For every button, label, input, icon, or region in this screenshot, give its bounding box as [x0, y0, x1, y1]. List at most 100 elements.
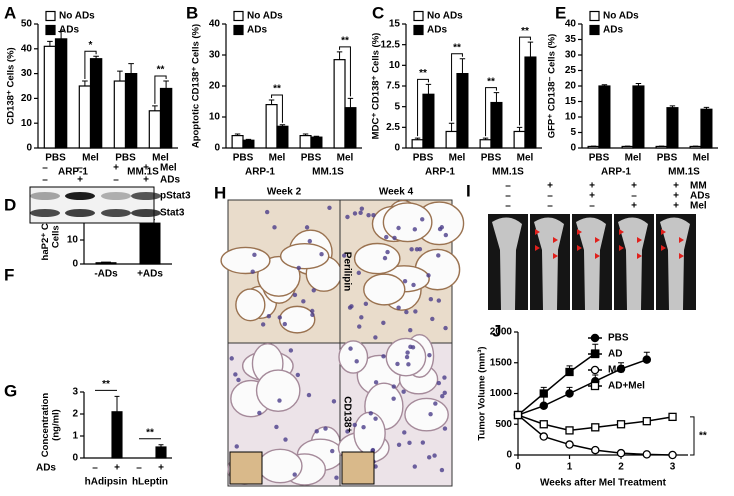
legend-label: No ADs — [59, 11, 95, 22]
lesion-arrow — [535, 229, 540, 235]
x-tick-label: 3 — [670, 462, 676, 473]
nucleus — [327, 205, 332, 210]
nucleus — [266, 313, 272, 319]
legend-swatch — [413, 10, 424, 22]
error-bar — [93, 55, 99, 59]
x-tick-label: Mel — [337, 153, 354, 164]
lane-mark: – — [42, 163, 48, 174]
lane-mark: + — [113, 163, 119, 174]
bar — [299, 135, 312, 149]
nucleus — [401, 389, 406, 394]
nucleus — [349, 304, 354, 309]
nucleus — [233, 372, 238, 377]
legend-label: PBS — [608, 333, 629, 344]
group-label: MM.1S — [127, 167, 159, 178]
marker — [565, 440, 574, 449]
nucleus — [359, 315, 364, 320]
x-tick-label: PBS — [45, 153, 66, 164]
y-tick-label: 20 — [209, 81, 221, 92]
bar — [490, 101, 503, 149]
nucleus — [301, 299, 306, 304]
nucleus — [272, 225, 277, 230]
nucleus — [348, 346, 353, 351]
marker — [642, 355, 652, 364]
error-bar — [635, 83, 642, 86]
lesion-arrow — [619, 229, 624, 235]
nucleus — [334, 475, 339, 480]
blot-band — [131, 192, 161, 200]
error-bar — [669, 105, 676, 108]
nucleus — [381, 320, 386, 326]
y-tick-label: 1000 — [490, 388, 513, 399]
marker — [591, 423, 600, 432]
nucleus — [402, 430, 407, 435]
histology-image — [339, 199, 465, 344]
error-bar — [101, 261, 111, 263]
error-bar — [152, 105, 158, 111]
lane-mark: – — [113, 175, 119, 186]
error-bar — [158, 444, 164, 447]
x-tick-label: PBS — [233, 153, 254, 164]
nucleus — [363, 301, 369, 307]
error-bar — [82, 80, 88, 86]
y-tick-label: 0 — [506, 450, 512, 461]
panel-label: C — [372, 3, 384, 22]
lesion-arrow — [679, 237, 684, 243]
nucleus — [442, 375, 447, 380]
x-tick-label: 2 — [618, 462, 624, 473]
group-label: MM.1S — [668, 167, 700, 178]
nucleus — [402, 278, 408, 284]
error-bar — [414, 137, 421, 140]
bar — [231, 135, 244, 149]
adipocyte — [255, 369, 301, 413]
x-tick-label: Mel — [517, 153, 534, 164]
y-tick-label: 0 — [26, 143, 32, 154]
nucleus — [310, 308, 315, 314]
y-tick-label: 3 — [72, 387, 78, 398]
nucleus — [405, 350, 410, 355]
error-bar — [114, 395, 120, 412]
adipocyte — [353, 242, 401, 275]
significance: ** — [419, 68, 427, 79]
group-label: ARP-1 — [58, 167, 88, 178]
histology-image — [220, 199, 343, 344]
nucleus — [443, 325, 448, 331]
marker — [642, 417, 651, 426]
bar — [111, 411, 123, 459]
nucleus — [361, 424, 366, 430]
y-tick-label: 0 — [394, 143, 400, 154]
nucleus — [250, 269, 255, 274]
legend-marker — [590, 365, 600, 375]
nucleus — [396, 442, 402, 447]
nucleus — [395, 361, 400, 367]
adipocyte — [278, 305, 316, 334]
lesion-arrow — [535, 245, 540, 251]
legend-label: No ADs — [247, 11, 283, 22]
error-bar — [58, 30, 64, 39]
marker — [616, 364, 626, 374]
marker — [539, 389, 548, 398]
x-tick-label: 1 — [567, 462, 573, 473]
row-label: ADs — [36, 463, 56, 474]
x-tick-label: Mel — [152, 153, 169, 164]
nucleus — [366, 212, 371, 218]
x-tick-label: + — [158, 463, 164, 474]
marker — [616, 420, 626, 429]
nucleus — [319, 251, 324, 257]
error-bar — [268, 99, 275, 105]
condition-mark: + — [673, 191, 679, 202]
nucleus — [373, 380, 379, 385]
y-axis-label: haP2⁺ CD138⁻Cells (%) — [39, 196, 61, 261]
nucleus — [345, 429, 350, 434]
marker — [565, 389, 574, 398]
bar — [513, 130, 526, 149]
blot-band — [65, 192, 95, 200]
error-bar — [336, 51, 343, 60]
nucleus — [252, 252, 257, 258]
condition-mark: – — [547, 201, 553, 212]
inset — [341, 451, 375, 485]
bar — [310, 136, 323, 149]
blot-band — [65, 209, 95, 217]
y-tick-label: 0 — [214, 143, 220, 154]
nucleus — [392, 235, 397, 241]
